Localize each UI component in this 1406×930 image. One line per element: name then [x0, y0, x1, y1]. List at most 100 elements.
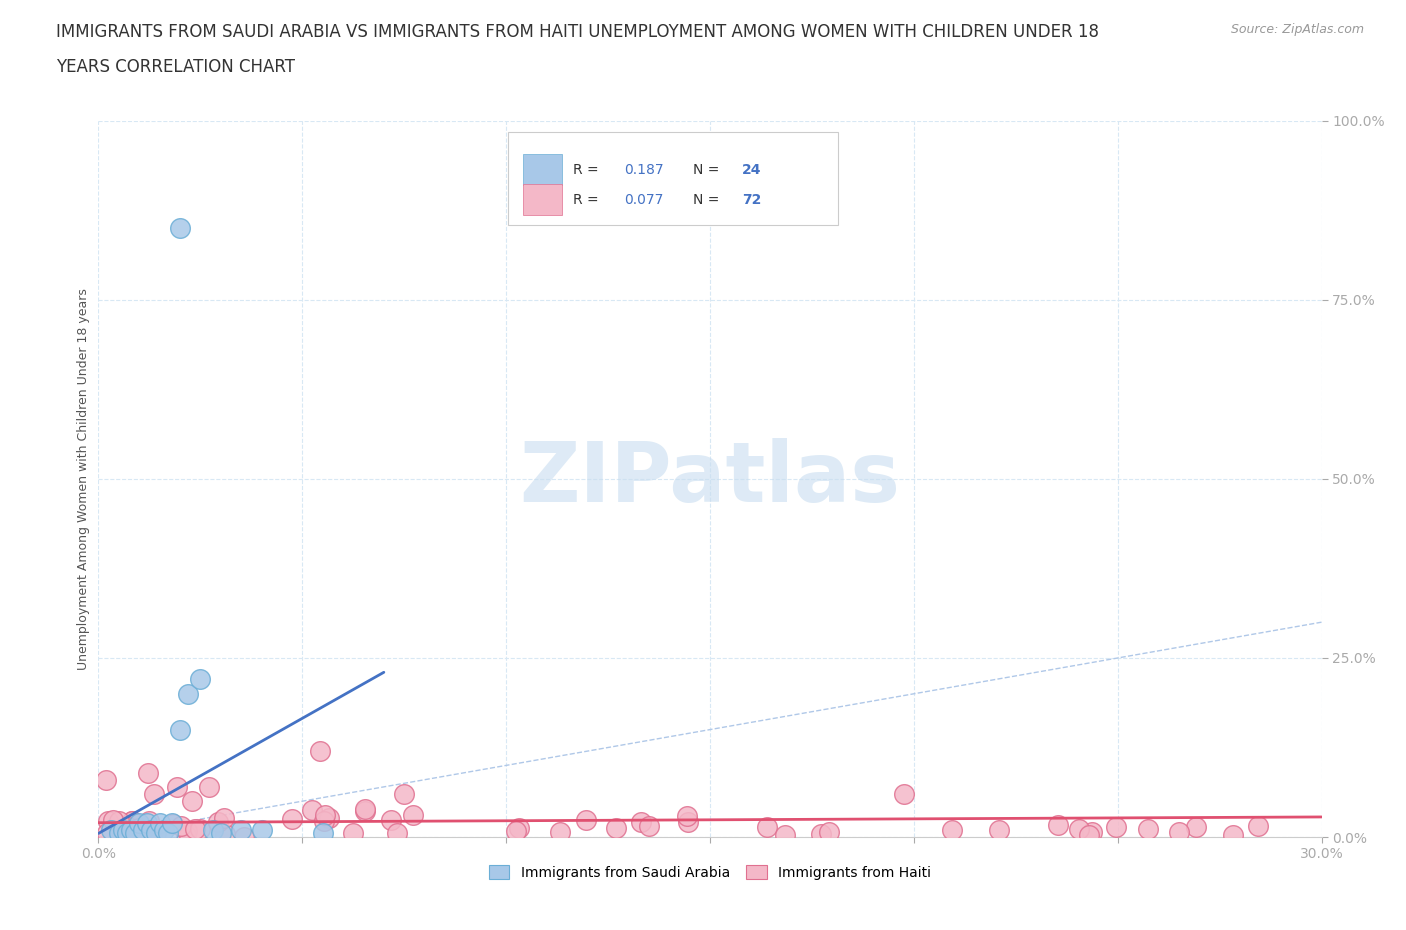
Point: [988, 823, 1011, 838]
Point: [214, 810, 236, 825]
Point: [121, 813, 143, 828]
Text: IMMIGRANTS FROM SAUDI ARABIA VS IMMIGRANTS FROM HAITI UNEMPLOYMENT AMONG WOMEN W: IMMIGRANTS FROM SAUDI ARABIA VS IMMIGRAN…: [56, 23, 1099, 41]
Point: [170, 818, 193, 833]
Point: [115, 826, 138, 841]
Point: [676, 815, 699, 830]
Point: [1184, 820, 1206, 835]
Point: [810, 827, 832, 842]
Point: [354, 804, 377, 818]
Point: [575, 813, 598, 828]
Point: [941, 823, 963, 838]
Point: [120, 822, 142, 837]
Point: [188, 672, 212, 687]
Text: R =: R =: [574, 193, 603, 206]
Point: [97, 813, 120, 828]
Point: [132, 822, 155, 837]
Point: [755, 819, 778, 834]
Point: [160, 816, 183, 830]
Point: [1222, 828, 1244, 843]
Point: [301, 803, 323, 817]
Point: [605, 820, 627, 835]
Point: [136, 816, 159, 830]
FancyBboxPatch shape: [523, 153, 562, 185]
Point: [314, 807, 336, 822]
Point: [174, 828, 197, 843]
Point: [198, 779, 221, 794]
Point: [111, 822, 134, 837]
Point: [232, 830, 254, 844]
Point: [181, 794, 204, 809]
Point: [312, 814, 335, 829]
Point: [117, 819, 139, 834]
Point: [676, 808, 699, 823]
Point: [103, 813, 125, 828]
Point: [108, 813, 131, 828]
Point: [103, 828, 125, 843]
Point: [112, 820, 135, 835]
Point: [149, 816, 172, 830]
Point: [188, 822, 211, 837]
Point: [162, 817, 184, 831]
Point: [127, 818, 149, 833]
Point: [380, 813, 402, 828]
Point: [1104, 819, 1126, 834]
Text: YEARS CORRELATION CHART: YEARS CORRELATION CHART: [56, 58, 295, 75]
Point: [630, 815, 652, 830]
Point: [169, 722, 191, 737]
Point: [1168, 824, 1191, 839]
Point: [392, 787, 415, 802]
Text: R =: R =: [574, 163, 603, 177]
FancyBboxPatch shape: [523, 184, 562, 216]
Point: [281, 812, 304, 827]
Legend: Immigrants from Saudi Arabia, Immigrants from Haiti: Immigrants from Saudi Arabia, Immigrants…: [485, 861, 935, 884]
Text: 24: 24: [742, 163, 761, 177]
Point: [353, 802, 375, 817]
Point: [638, 818, 661, 833]
Point: [231, 822, 253, 837]
Point: [141, 826, 163, 841]
Text: 72: 72: [742, 193, 761, 206]
Point: [1067, 822, 1090, 837]
Text: N =: N =: [693, 193, 724, 206]
Point: [548, 824, 571, 839]
Point: [176, 824, 198, 839]
Point: [1136, 821, 1159, 836]
Y-axis label: Unemployment Among Women with Children Under 18 years: Unemployment Among Women with Children U…: [77, 288, 90, 670]
Point: [201, 822, 224, 837]
Point: [207, 815, 229, 830]
Point: [505, 824, 527, 839]
Point: [1081, 824, 1104, 839]
Point: [893, 787, 915, 802]
Point: [1247, 819, 1270, 834]
Point: [124, 826, 146, 841]
Point: [1046, 817, 1069, 832]
Point: [166, 779, 188, 794]
Point: [169, 221, 191, 236]
Point: [143, 787, 166, 802]
Point: [402, 808, 425, 823]
Point: [156, 826, 179, 841]
Point: [128, 816, 150, 830]
Point: [108, 826, 131, 841]
Point: [121, 814, 143, 829]
Point: [308, 744, 330, 759]
Point: [111, 829, 134, 844]
Point: [209, 826, 232, 841]
Point: [136, 765, 159, 780]
Point: [1077, 828, 1099, 843]
Point: [108, 830, 131, 844]
Point: [96, 772, 118, 787]
Point: [177, 686, 200, 701]
Point: [342, 826, 364, 841]
Text: Source: ZipAtlas.com: Source: ZipAtlas.com: [1230, 23, 1364, 36]
Point: [214, 826, 236, 841]
Point: [118, 826, 141, 841]
Point: [115, 824, 138, 839]
Point: [385, 826, 408, 841]
Point: [508, 820, 530, 835]
Point: [128, 820, 150, 835]
Point: [96, 826, 118, 841]
Point: [100, 822, 122, 837]
Text: 0.187: 0.187: [624, 163, 664, 177]
Point: [138, 814, 160, 829]
